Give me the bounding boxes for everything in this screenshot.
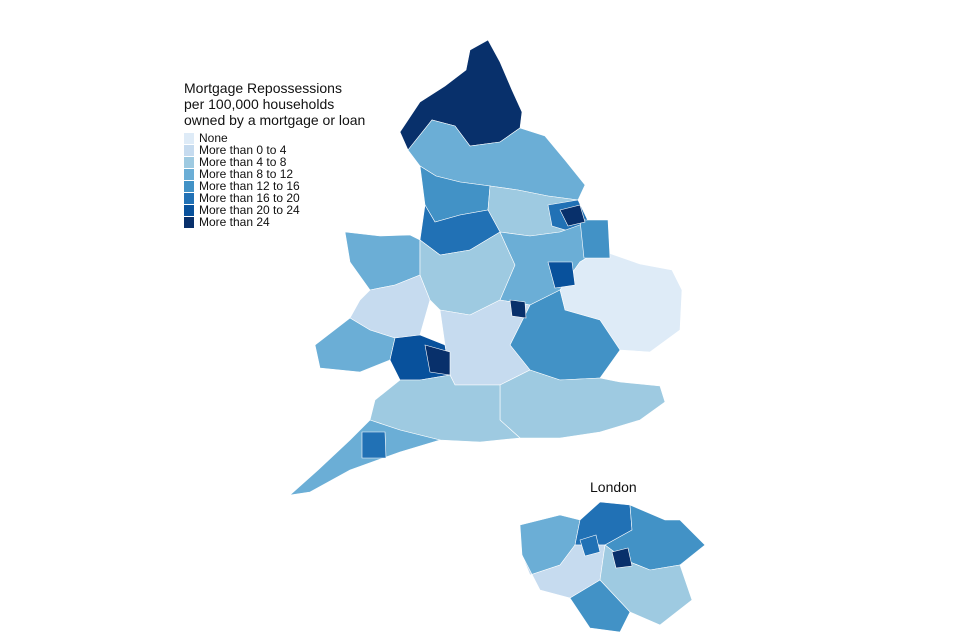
legend-title: Mortgage Repossessions per 100,000 house…	[184, 80, 366, 128]
legend-swatch	[184, 192, 194, 204]
legend-label: More than 8 to 12	[199, 167, 294, 181]
legend-label: More than 0 to 4	[199, 143, 287, 157]
legend-item: More than 16 to 20	[184, 192, 365, 204]
london-region	[579, 534, 601, 557]
legend-label: More than 4 to 8	[199, 155, 287, 169]
map-region	[579, 219, 611, 259]
legend-item: More than 8 to 12	[184, 168, 365, 180]
map-region	[424, 344, 451, 376]
legend-item: More than 12 to 16	[184, 180, 365, 192]
map-region	[399, 39, 523, 151]
legend-swatch	[184, 168, 194, 180]
legend-swatch	[184, 132, 194, 144]
legend-label: More than 12 to 16	[199, 179, 300, 193]
legend-label: More than 16 to 20	[199, 191, 300, 205]
legend-label: None	[199, 131, 228, 145]
legend-swatch	[184, 144, 194, 156]
legend-item: None	[184, 132, 365, 144]
legend-swatch	[184, 156, 194, 168]
london-region	[611, 547, 633, 569]
legend: Mortgage Repossessions per 100,000 house…	[184, 80, 365, 228]
map-region	[499, 369, 666, 439]
map-region	[547, 261, 576, 289]
london-inset-title: London	[590, 479, 637, 495]
london-region	[569, 579, 631, 633]
map-region	[559, 204, 586, 227]
legend-item: More than 24	[184, 216, 365, 228]
legend-swatch	[184, 180, 194, 192]
legend-item: More than 20 to 24	[184, 204, 365, 216]
legend-label: More than 20 to 24	[199, 203, 300, 217]
legend-item: More than 4 to 8	[184, 156, 365, 168]
map-region	[361, 431, 387, 459]
legend-swatch	[184, 216, 194, 228]
legend-item: More than 0 to 4	[184, 144, 365, 156]
legend-swatch	[184, 204, 194, 216]
legend-label: More than 24	[199, 215, 270, 229]
map-region	[509, 299, 527, 319]
